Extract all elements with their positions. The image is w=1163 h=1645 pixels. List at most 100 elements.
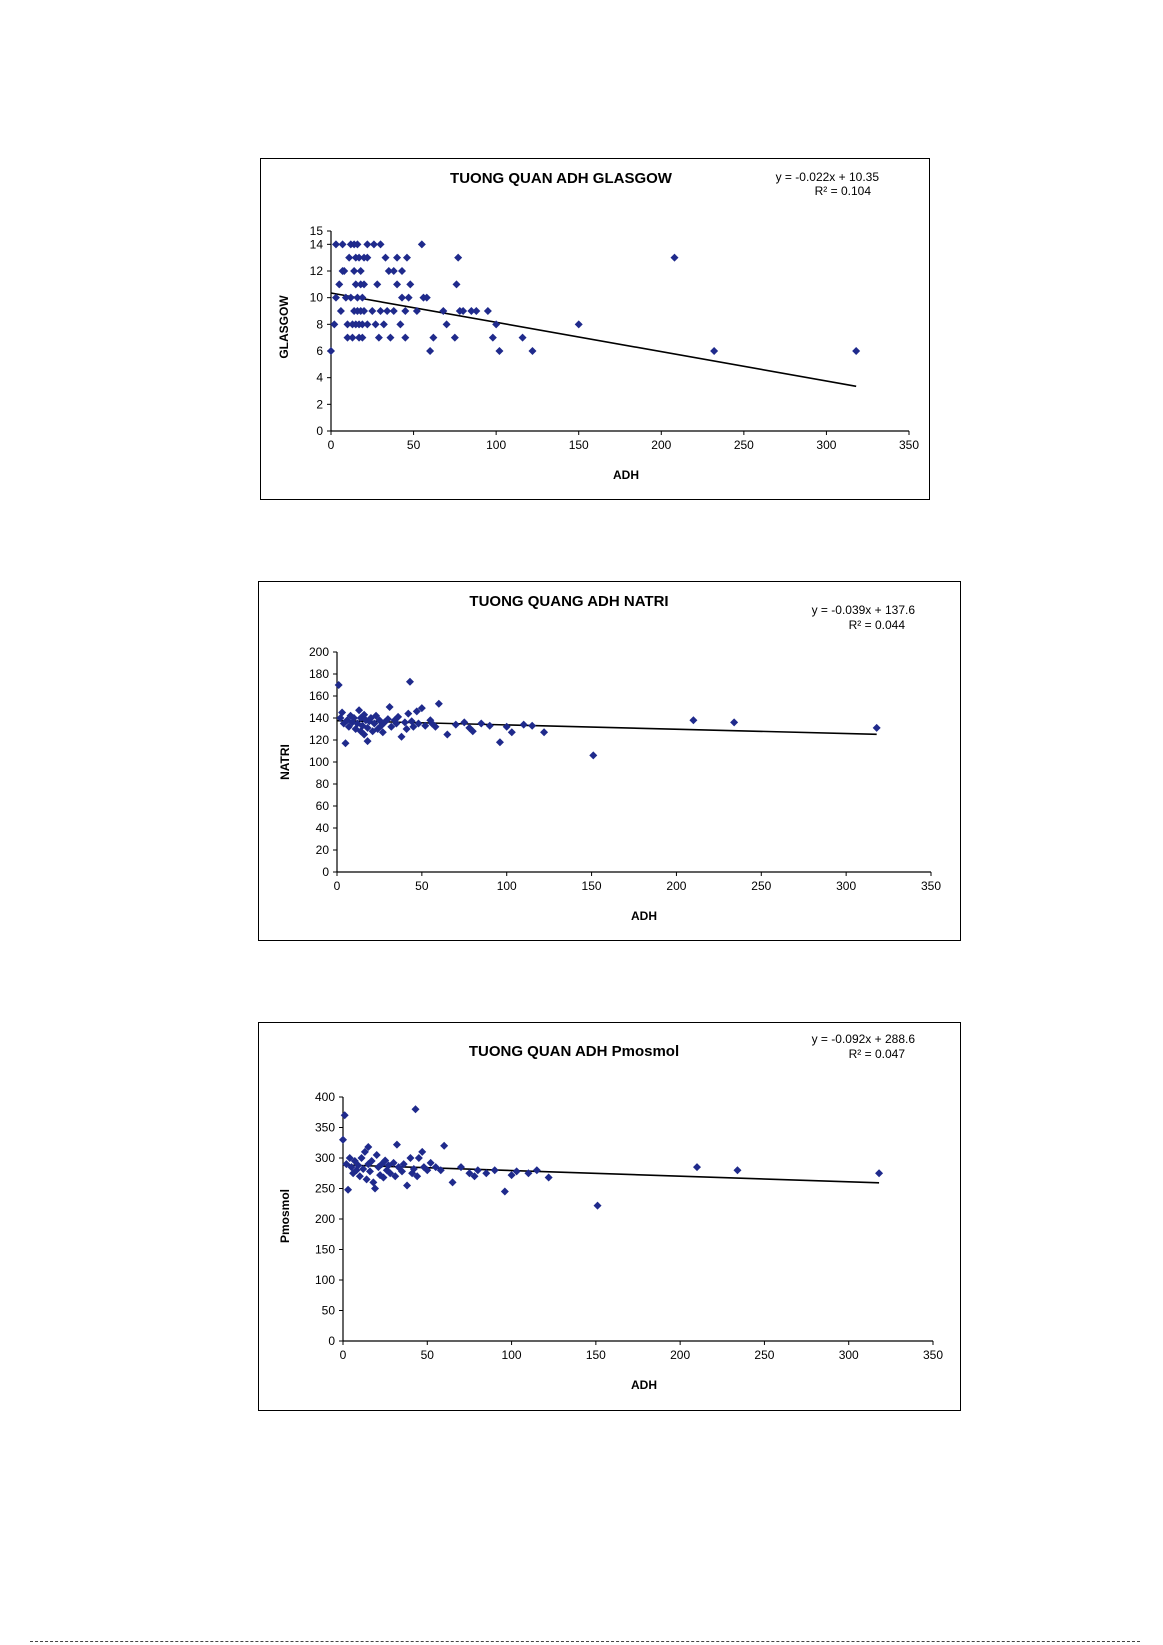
y-axis-label: GLASGOW (277, 295, 291, 359)
y-tick-label: 40 (316, 821, 330, 835)
data-point (875, 1169, 884, 1178)
data-point (355, 1172, 364, 1181)
data-point (429, 333, 438, 342)
data-point (385, 703, 394, 711)
data-point (389, 1158, 398, 1167)
chart-glasgow-svg: TUONG QUAN ADH GLASGOW y = -0.022x + 10.… (277, 170, 920, 482)
data-point (394, 1163, 403, 1172)
data-point (404, 709, 413, 718)
plot-area: 0 50 100 150 200 250 300 350 0 20 40 60 80 100 120 140 1… (309, 645, 941, 893)
data-point (392, 1140, 401, 1149)
data-point (363, 253, 372, 262)
y-axis-label: NATRI (278, 744, 292, 780)
data-point (402, 253, 411, 262)
data-point (383, 715, 392, 724)
data-point (460, 718, 469, 727)
data-point (355, 706, 364, 715)
data-point (403, 1181, 412, 1190)
x-tick-label: 250 (734, 438, 754, 452)
data-point (360, 307, 369, 315)
data-point (710, 347, 719, 355)
data-point (334, 681, 343, 689)
data-point (507, 1171, 516, 1180)
data-point (381, 1156, 390, 1165)
trend-r2: R² = 0.104 (815, 184, 872, 198)
data-point (384, 267, 393, 275)
y-tick-label: 8 (316, 317, 323, 331)
data-point (347, 1163, 356, 1172)
data-point (467, 307, 476, 315)
data-point (391, 1172, 400, 1181)
data-point (733, 1166, 742, 1175)
data-point (459, 307, 468, 315)
x-tick-label: 200 (651, 438, 671, 452)
x-axis-label: ADH (631, 909, 657, 923)
data-point (414, 1154, 423, 1162)
y-tick-label: 4 (316, 371, 323, 385)
data-point (364, 1160, 373, 1169)
data-point (468, 727, 477, 736)
data-point (340, 267, 349, 275)
data-point (852, 347, 861, 355)
y-tick-label: 100 (315, 1273, 335, 1287)
x-tick-label: 100 (497, 879, 517, 893)
data-point (402, 725, 411, 733)
x-tick-label: 150 (586, 1348, 606, 1362)
trend-line (330, 292, 857, 388)
data-point (406, 280, 415, 289)
data-point (490, 1166, 499, 1175)
data-point (327, 347, 335, 355)
data-point (392, 719, 401, 728)
x-axis-label: ADH (613, 468, 639, 482)
data-point (386, 333, 395, 342)
data-point (356, 267, 365, 275)
data-point (383, 307, 392, 315)
y-tick-label: 300 (315, 1151, 335, 1165)
data-point (483, 307, 492, 315)
data-point (358, 320, 367, 329)
data-point (338, 708, 347, 717)
data-point (574, 320, 583, 329)
y-tick-label: 150 (315, 1243, 335, 1257)
y-tick-label: 2 (316, 397, 323, 411)
data-point (401, 307, 410, 315)
data-point (367, 1157, 376, 1166)
x-tick-label: 350 (923, 1348, 943, 1362)
data-point (452, 280, 461, 289)
data-point (349, 714, 358, 722)
data-point (346, 293, 355, 302)
y-tick-label: 0 (328, 1334, 335, 1348)
chart-pmosmol-svg: TUONG QUAN ADH Pmosmol y = -0.092x + 288… (278, 1032, 943, 1392)
data-point (371, 320, 380, 329)
data-point (396, 320, 405, 329)
x-tick-label: 50 (421, 1348, 435, 1362)
data-point (344, 722, 353, 731)
data-point (355, 253, 364, 262)
data-point (345, 1154, 354, 1162)
y-axis-label: Pmosmol (278, 1189, 292, 1243)
data-point (375, 716, 384, 725)
y-tick-label: 14 (310, 237, 324, 251)
y-tick-label: 400 (315, 1090, 335, 1104)
data-point (351, 725, 360, 733)
data-point (434, 699, 443, 708)
data-point (532, 1166, 541, 1175)
x-axis-label: ADH (631, 1378, 657, 1392)
y-tick-label: 140 (309, 711, 329, 725)
data-point (451, 720, 460, 729)
data-point (373, 725, 382, 733)
data-point (381, 253, 390, 262)
data-point (442, 320, 451, 329)
page-bottom-rule (30, 1641, 1140, 1642)
y-tick-label: 180 (309, 667, 329, 681)
data-point (492, 320, 501, 329)
data-point (457, 1163, 465, 1172)
data-point (345, 253, 354, 262)
data-point (472, 307, 481, 315)
x-tick-label: 350 (899, 438, 919, 452)
data-point (528, 347, 537, 355)
data-point (379, 320, 388, 329)
data-point (398, 267, 407, 275)
data-point (340, 1111, 349, 1120)
